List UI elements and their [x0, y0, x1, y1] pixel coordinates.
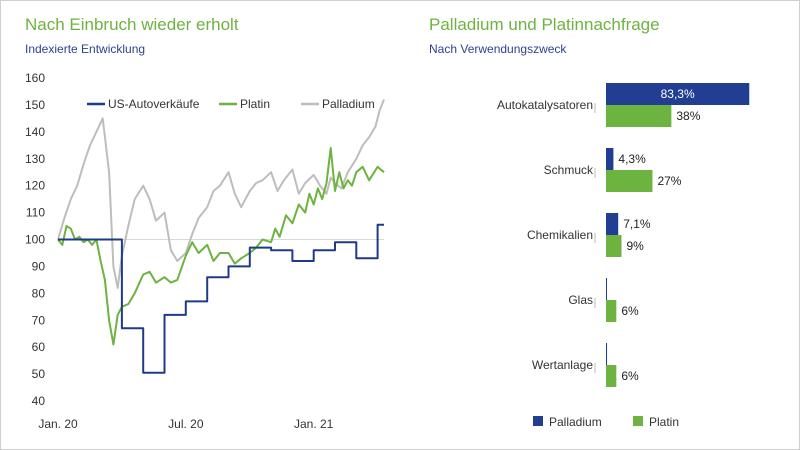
y-tick-label: 60	[32, 340, 46, 354]
data-label: 9%	[626, 239, 644, 253]
y-tick-label: 120	[25, 179, 45, 193]
data-label: 7,1%	[623, 217, 651, 231]
legend-item: Platin	[633, 415, 679, 429]
legend-label: Palladium	[549, 415, 602, 429]
y-tick-label: 50	[32, 367, 46, 381]
category-label: Glas	[568, 293, 593, 307]
x-tick-label: Jul. 20	[168, 417, 204, 431]
y-tick-label: 100	[25, 233, 45, 247]
data-label: 4,3%	[618, 152, 646, 166]
series-line-us-autoverk-ufe	[58, 223, 384, 374]
category-label: Wertanlage	[532, 358, 593, 372]
category-label: Chemikalien	[527, 228, 593, 242]
legend-label: Palladium	[322, 97, 375, 111]
bar-platin-0	[606, 105, 672, 127]
legend-label: Platin	[240, 97, 270, 111]
series-line-palladium	[57, 99, 385, 289]
data-label: 83,3%	[661, 87, 695, 101]
bar-platin-2	[606, 235, 622, 257]
category-label: Autokatalysatoren	[497, 98, 593, 112]
y-tick-label: 90	[32, 259, 46, 273]
bar-platin-3	[606, 300, 617, 322]
bar-chart-subtitle: Nach Verwendungszweck	[429, 42, 567, 56]
line-chart-subtitle: Indexierte Entwicklung	[25, 42, 146, 56]
bar-platin-4	[606, 365, 617, 387]
legend-swatch	[633, 416, 643, 426]
y-tick-label: 150	[25, 98, 45, 112]
data-label: 6%	[621, 369, 639, 383]
x-tick-label: Jan. 21	[294, 417, 334, 431]
y-tick-label: 70	[32, 313, 46, 327]
legend-label: US-Autoverkäufe	[108, 97, 200, 111]
bar-chart-title: Palladium und Platinnachfrage	[429, 15, 660, 34]
bar-palladium-0	[606, 83, 750, 105]
y-tick-label: 140	[25, 125, 45, 139]
bar-palladium-2	[606, 213, 619, 235]
data-label: 38%	[676, 109, 700, 123]
y-tick-label: 110	[26, 206, 45, 220]
data-label: 27%	[657, 174, 681, 188]
bar-platin-1	[606, 170, 653, 192]
bar-chart: Autokatalysatoren 83,3% 38% Schmuck 4,3% 27% C…	[497, 83, 750, 429]
category-label: Schmuck	[544, 163, 594, 177]
legend-swatch	[533, 416, 543, 426]
bar-palladium-3	[606, 278, 607, 300]
y-tick-label: 160	[25, 71, 45, 85]
legend-item: Palladium	[301, 97, 375, 111]
legend-item: US-Autoverkäufe	[87, 97, 200, 111]
line-chart: 40 50 60 70 80 90 100 110 120 130 140 150 160 Jan. 20…	[25, 71, 385, 431]
y-tick-label: 80	[32, 286, 46, 300]
series-line-platin	[57, 147, 385, 346]
bar-palladium-1	[606, 148, 614, 170]
data-label: 6%	[621, 304, 639, 318]
y-tick-label: 130	[25, 152, 45, 166]
legend-item: Palladium	[533, 415, 602, 429]
x-tick-label: Jan. 20	[38, 417, 78, 431]
legend-item: Platin	[219, 97, 270, 111]
legend-label: Platin	[649, 415, 679, 429]
bar-palladium-4	[606, 343, 608, 365]
line-chart-title: Nach Einbruch wieder erholt	[25, 15, 239, 34]
y-tick-label: 40	[32, 394, 46, 408]
